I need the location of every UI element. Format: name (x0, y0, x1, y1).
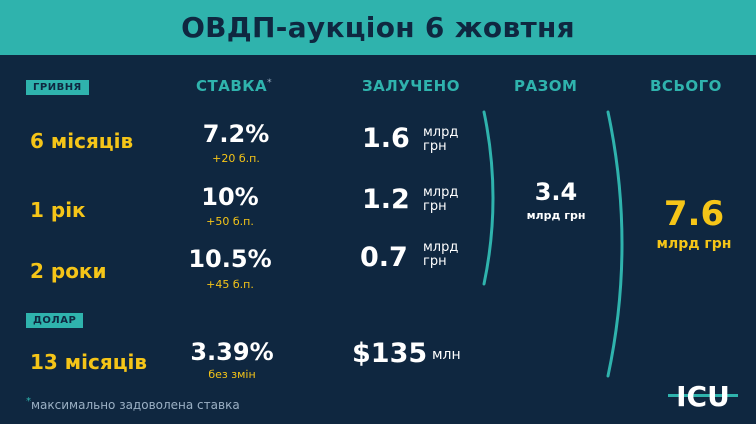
rate-13-months: 3.39% (190, 338, 274, 366)
term-13-months: 13 місяців (30, 350, 148, 374)
footnote: *максимально задоволена ставка (26, 396, 240, 412)
rate-change-6-months: +20 б.п. (212, 152, 260, 165)
footnote-marker: * (26, 396, 31, 407)
unit-line-2: грн (423, 139, 447, 154)
icu-logo: ICU (668, 376, 738, 413)
rate-1-year: 10% (201, 183, 259, 211)
total-value: 7.6 (663, 194, 725, 234)
amount-2-years: 0.7 (360, 242, 408, 273)
rate-change-13-months: без змін (208, 368, 256, 381)
term-6-months: 6 місяців (30, 129, 134, 153)
raised-column-header: ЗАЛУЧЕНО (362, 77, 460, 95)
unit-line-1: млрд (423, 125, 459, 140)
subtotal-bracket (482, 110, 495, 286)
total-bracket (606, 110, 624, 378)
subtotal-value: 3.4 (534, 178, 578, 206)
unit-line-1: млрд (423, 185, 459, 200)
unit-line-2: грн (423, 254, 447, 269)
rate-6-months: 7.2% (202, 120, 270, 148)
uah-section-chip: ГРИВНЯ (26, 80, 89, 95)
usd-section-chip: ДОЛАР (26, 313, 84, 328)
rate-header-label: СТАВКА (196, 77, 268, 95)
logo-text: ICU (676, 380, 730, 412)
footnote-text: максимально задоволена ставка (31, 398, 240, 412)
page-title: ОВДП-аукціон 6 жовтня (181, 11, 575, 44)
unit-2-years: млрд грн (423, 241, 458, 269)
title-banner: ОВДП-аукціон 6 жовтня (0, 0, 756, 55)
amount-13-months: $135 (352, 338, 428, 369)
rate-change-2-years: +45 б.п. (206, 278, 254, 291)
rate-column-header: СТАВКА* (196, 77, 272, 95)
term-1-year: 1 рік (30, 198, 86, 222)
unit-1-year: млрд грн (423, 186, 458, 214)
term-2-years: 2 роки (30, 259, 107, 283)
total-unit: млрд грн (656, 236, 732, 252)
icu-logo-mark: ICU (668, 380, 738, 413)
subtotal-column-header: РАЗОМ (514, 77, 578, 95)
amount-6-months: 1.6 (362, 123, 410, 154)
rate-change-1-year: +50 б.п. (206, 215, 254, 228)
total-column-header: ВСЬОГО (650, 77, 722, 95)
rate-2-years: 10.5% (188, 245, 272, 273)
subtotal-unit: млрд грн (526, 209, 586, 222)
unit-13-months: млн (432, 347, 461, 363)
unit-line-1: млрд (423, 240, 459, 255)
unit-6-months: млрд грн (423, 126, 458, 154)
unit-line-2: грн (423, 199, 447, 214)
amount-1-year: 1.2 (362, 184, 410, 215)
rate-header-marker: * (267, 78, 273, 88)
